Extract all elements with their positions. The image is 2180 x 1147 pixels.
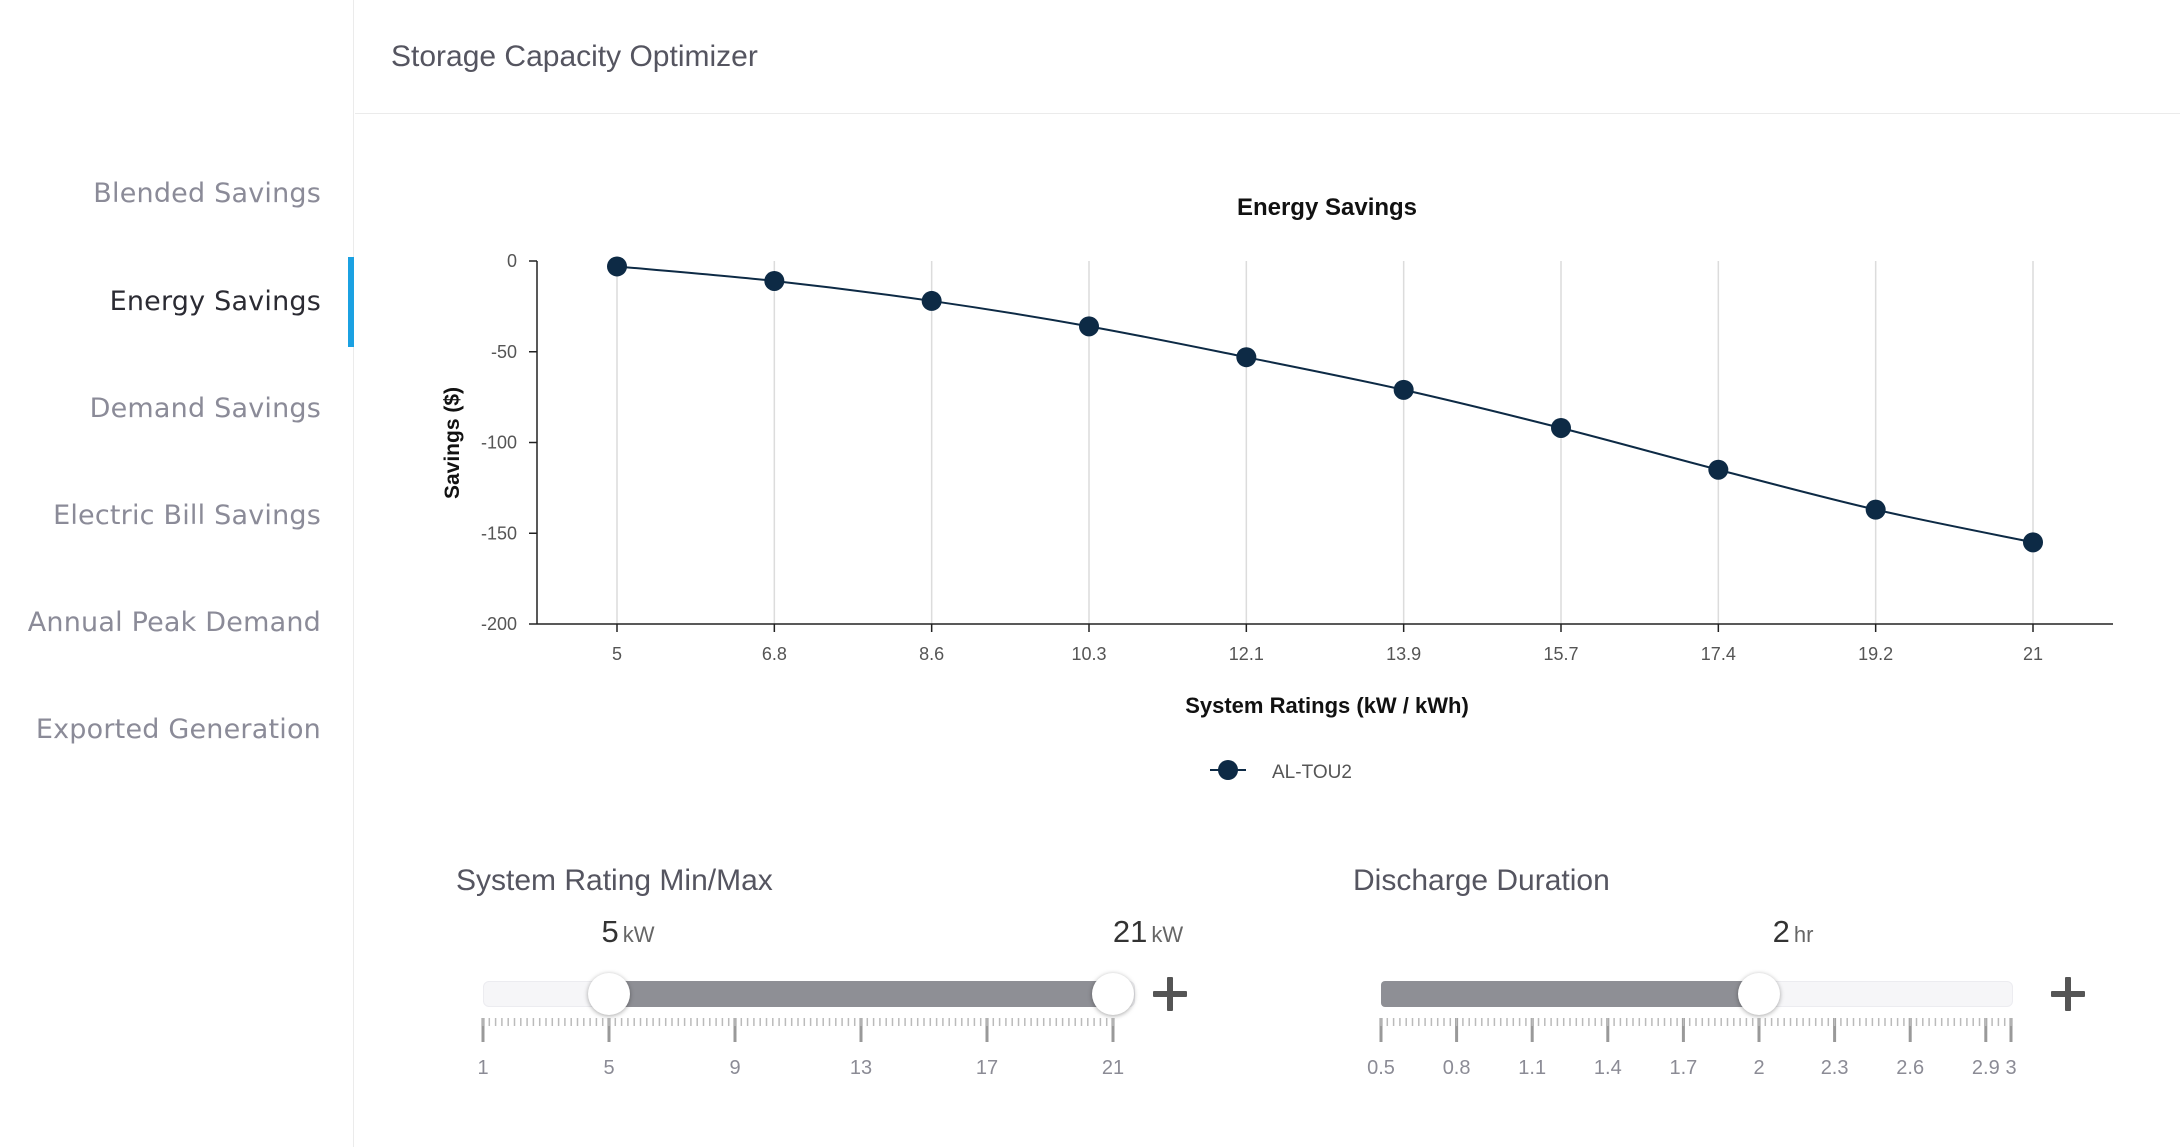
chart-grid — [616, 261, 2034, 624]
chart-data-point[interactable] — [2023, 532, 2043, 553]
ruler-tick-label: 13 — [850, 1057, 872, 1079]
chart-x-tick-label: 10.3 — [1071, 644, 1106, 664]
active-indicator — [348, 257, 354, 347]
chart-data-point[interactable] — [764, 270, 785, 291]
chart-x-tick-label: 12.1 — [1229, 644, 1264, 664]
chart-data-point[interactable] — [1079, 316, 1099, 337]
discharge-duration-value: 2 — [1772, 914, 1790, 949]
ruler-tick-label: 1 — [477, 1057, 488, 1079]
system-rating-plus-button[interactable] — [1153, 977, 1187, 1011]
ruler-tick-label: 3 — [2005, 1057, 2016, 1079]
energy-savings-chart: Energy Savings 5 6.8 8.6 10.3 12.1 13.9 15.7 17… — [441, 194, 2113, 783]
system-rating-max-value: 21 — [1112, 914, 1148, 949]
legend-label: AL-TOU2 — [1272, 762, 1352, 783]
header: Storage Capacity Optimizer — [355, 0, 2180, 114]
chart-x-tick-label: 6.8 — [762, 644, 787, 664]
sidebar-item-electric-bill-savings[interactable]: Electric Bill Savings — [53, 500, 321, 531]
discharge-duration-handle[interactable] — [1738, 973, 1780, 1015]
chart-data-point[interactable] — [1551, 417, 1571, 438]
discharge-duration-ruler: 0.5 0.8 1.1 1.4 1.7 2 2.3 2.6 2.9 3 — [1367, 1018, 2017, 1079]
ruler-tick-label: 2.3 — [1821, 1057, 1849, 1079]
chart-x-axis-label: System Ratings (kW / kWh) — [1185, 693, 1469, 718]
chart-x-tick-label: 15.7 — [1543, 644, 1578, 664]
chart-legend[interactable]: AL-TOU2 — [1210, 760, 1352, 783]
sidebar-item-blended-savings[interactable]: Blended Savings — [93, 178, 321, 209]
system-rating-max-label: 21 kW — [1113, 914, 1183, 950]
sidebar-item-energy-savings[interactable]: Energy Savings — [109, 286, 321, 317]
chart-points — [607, 256, 2043, 553]
ruler-tick-label: 2.9 — [1972, 1057, 2000, 1079]
ruler-tick-label: 9 — [729, 1057, 740, 1079]
chart-y-tick-label: -150 — [481, 523, 517, 543]
chart-x-tick-label: 8.6 — [919, 644, 944, 664]
ruler-tick-label: 17 — [976, 1057, 998, 1079]
system-rating-max-unit: kW — [1151, 922, 1184, 947]
sidebar: Blended Savings Energy Savings Demand Sa… — [0, 0, 354, 1147]
sidebar-item-demand-savings[interactable]: Demand Savings — [89, 393, 321, 424]
sidebar-item-exported-generation[interactable]: Exported Generation — [35, 714, 321, 745]
ruler-tick-label: 21 — [1102, 1057, 1124, 1079]
system-rating-ruler: 1 5 9 13 17 21 — [477, 1018, 1124, 1079]
system-rating-min-unit: kW — [622, 922, 655, 947]
chart-y-tick-label: -50 — [491, 342, 517, 362]
chart-data-point[interactable] — [921, 290, 942, 311]
discharge-duration-fill — [1381, 981, 1759, 1007]
discharge-duration-value-label: 2 hr — [1773, 914, 1814, 950]
chart-data-point[interactable] — [1865, 499, 1886, 520]
chart-data-point[interactable] — [1393, 379, 1414, 400]
ruler-tick-label: 1.1 — [1518, 1057, 1546, 1079]
page-title: Storage Capacity Optimizer — [391, 40, 758, 73]
system-rating-min-handle[interactable] — [588, 973, 630, 1015]
chart-series-path — [616, 265, 2034, 544]
ruler-tick-label: 2 — [1753, 1057, 1764, 1079]
ruler-tick-label: 0.8 — [1443, 1057, 1471, 1079]
system-rating-range-fill — [609, 981, 1113, 1007]
discharge-duration-title: Discharge Duration — [1353, 864, 1610, 897]
chart-data-point[interactable] — [1236, 347, 1257, 368]
chart-x-tick-label: 5 — [612, 644, 622, 664]
system-rating-min-value: 5 — [601, 914, 619, 949]
discharge-duration-plus-button[interactable] — [2051, 977, 2085, 1011]
chart-x-tick-label: 13.9 — [1386, 644, 1421, 664]
ruler-tick-label: 1.4 — [1594, 1057, 1622, 1079]
chart-data-point[interactable] — [1708, 459, 1729, 480]
sidebar-item-annual-peak-demand[interactable]: Annual Peak Demand — [27, 607, 321, 638]
chart-axes: 5 6.8 8.6 10.3 12.1 13.9 15.7 17.4 19.2 21 0 -50 -10… — [481, 251, 2113, 664]
chart-series-line — [616, 265, 2034, 544]
chart-y-tick-label: 0 — [507, 251, 517, 271]
chart-x-tick-label: 19.2 — [1858, 644, 1893, 664]
chart-title: Energy Savings — [1237, 194, 1417, 221]
discharge-duration-unit: hr — [1793, 922, 1814, 947]
ruler-tick-label: 2.6 — [1896, 1057, 1924, 1079]
system-rating-min-label: 5 kW — [601, 914, 654, 950]
ruler-tick-label: 5 — [603, 1057, 614, 1079]
system-rating-max-handle[interactable] — [1092, 973, 1134, 1015]
chart-y-tick-label: -200 — [481, 614, 517, 634]
system-rating-title: System Rating Min/Max — [456, 864, 773, 897]
chart-y-tick-label: -100 — [481, 433, 517, 453]
chart-y-axis-label: Savings ($) — [441, 387, 464, 499]
chart-data-point[interactable] — [607, 256, 627, 277]
ruler-tick-label: 1.7 — [1669, 1057, 1697, 1079]
legend-marker — [1218, 760, 1238, 780]
ruler-tick-label: 0.5 — [1367, 1057, 1395, 1079]
chart-x-tick-label: 21 — [2023, 644, 2043, 664]
chart-x-tick-label: 17.4 — [1701, 644, 1736, 664]
